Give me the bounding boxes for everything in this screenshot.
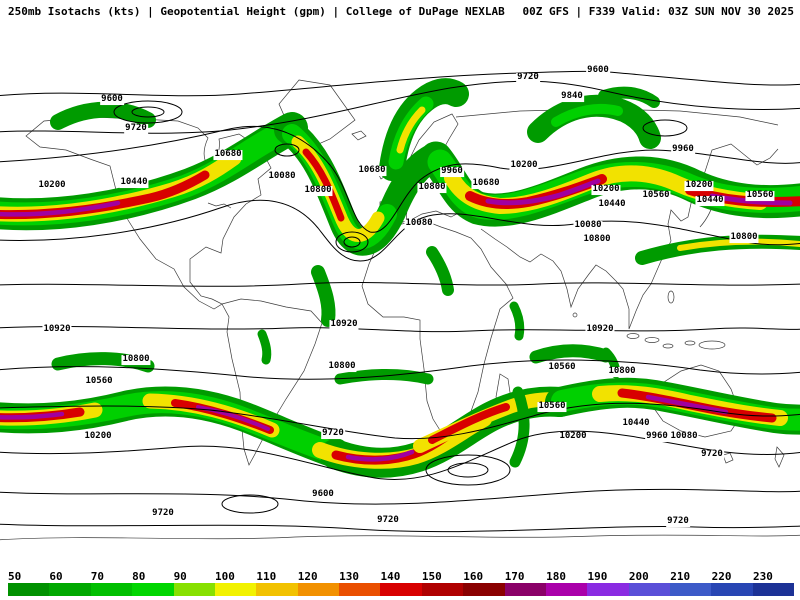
- colorbar-tick-label: 130: [339, 570, 359, 583]
- colorbar-segment: [545, 583, 588, 596]
- colorbar-segment: [670, 583, 712, 596]
- colorbar-segment: [421, 583, 464, 596]
- colorbar-segment: [8, 583, 50, 596]
- colorbar-segment: [173, 583, 215, 596]
- colorbar-tick-label: 140: [380, 570, 401, 583]
- colorbar-segments: [8, 583, 795, 596]
- colorbar-tick-label: 110: [256, 570, 277, 583]
- colorbar-segment: [463, 583, 505, 596]
- colorbar-tick-label: 90: [173, 570, 187, 583]
- colorbar-segment: [256, 583, 298, 596]
- colorbar-segment: [711, 583, 753, 596]
- colorbar-tick-label: 100: [214, 570, 235, 583]
- colorbar-tick-label: 170: [504, 570, 525, 583]
- colorbar-tick-label: 60: [49, 570, 63, 583]
- colorbar-tick-label: 150: [421, 570, 442, 583]
- colorbar-segment: [90, 583, 133, 596]
- colorbar-tick-label: 210: [670, 570, 691, 583]
- colorbar-segment: [214, 583, 257, 596]
- colorbar-tick-label: 80: [132, 570, 146, 583]
- colorbar-segment: [504, 583, 546, 596]
- colorbar-tick-label: 50: [8, 570, 22, 583]
- colorbar-tick-label: 190: [587, 570, 608, 583]
- isotach-bands: [0, 78, 800, 478]
- product-title: 250mb Isotachs (kts) | Geopotential Heig…: [8, 5, 505, 18]
- colorbar-tick-label: 70: [90, 570, 105, 583]
- colorbar-segment: [49, 583, 91, 596]
- colorbar-segment: [587, 583, 629, 596]
- colorbar-segment: [752, 583, 795, 596]
- colorbar-tick-label: 230: [753, 570, 773, 583]
- colorbar-segment: [132, 583, 174, 596]
- colorbar-segment: [297, 583, 339, 596]
- colorbar-tick-label: 180: [546, 570, 566, 583]
- colorbar-segment: [380, 583, 422, 596]
- colorbar-segment: [628, 583, 670, 596]
- model-valid-time: 00Z GFS | F339 Valid: 03Z SUN NOV 30 202…: [522, 5, 794, 18]
- colorbar-tick-label: 120: [297, 570, 318, 583]
- colorbar-tick-label: 220: [711, 570, 732, 583]
- title-bar: 250mb Isotachs (kts) | Geopotential Heig…: [8, 5, 794, 18]
- colorbar-tick-label: 200: [628, 570, 649, 583]
- colorbar-tick-label: 160: [463, 570, 484, 583]
- colorbar-segment: [339, 583, 381, 596]
- colorbar: 50 60 70 80 90 100 110 120 130 140 150 160 170 180 190…: [8, 570, 795, 596]
- colorbar-tick-labels: 50 60 70 80 90 100 110 120 130 140 150 160 170 180 190…: [8, 570, 794, 583]
